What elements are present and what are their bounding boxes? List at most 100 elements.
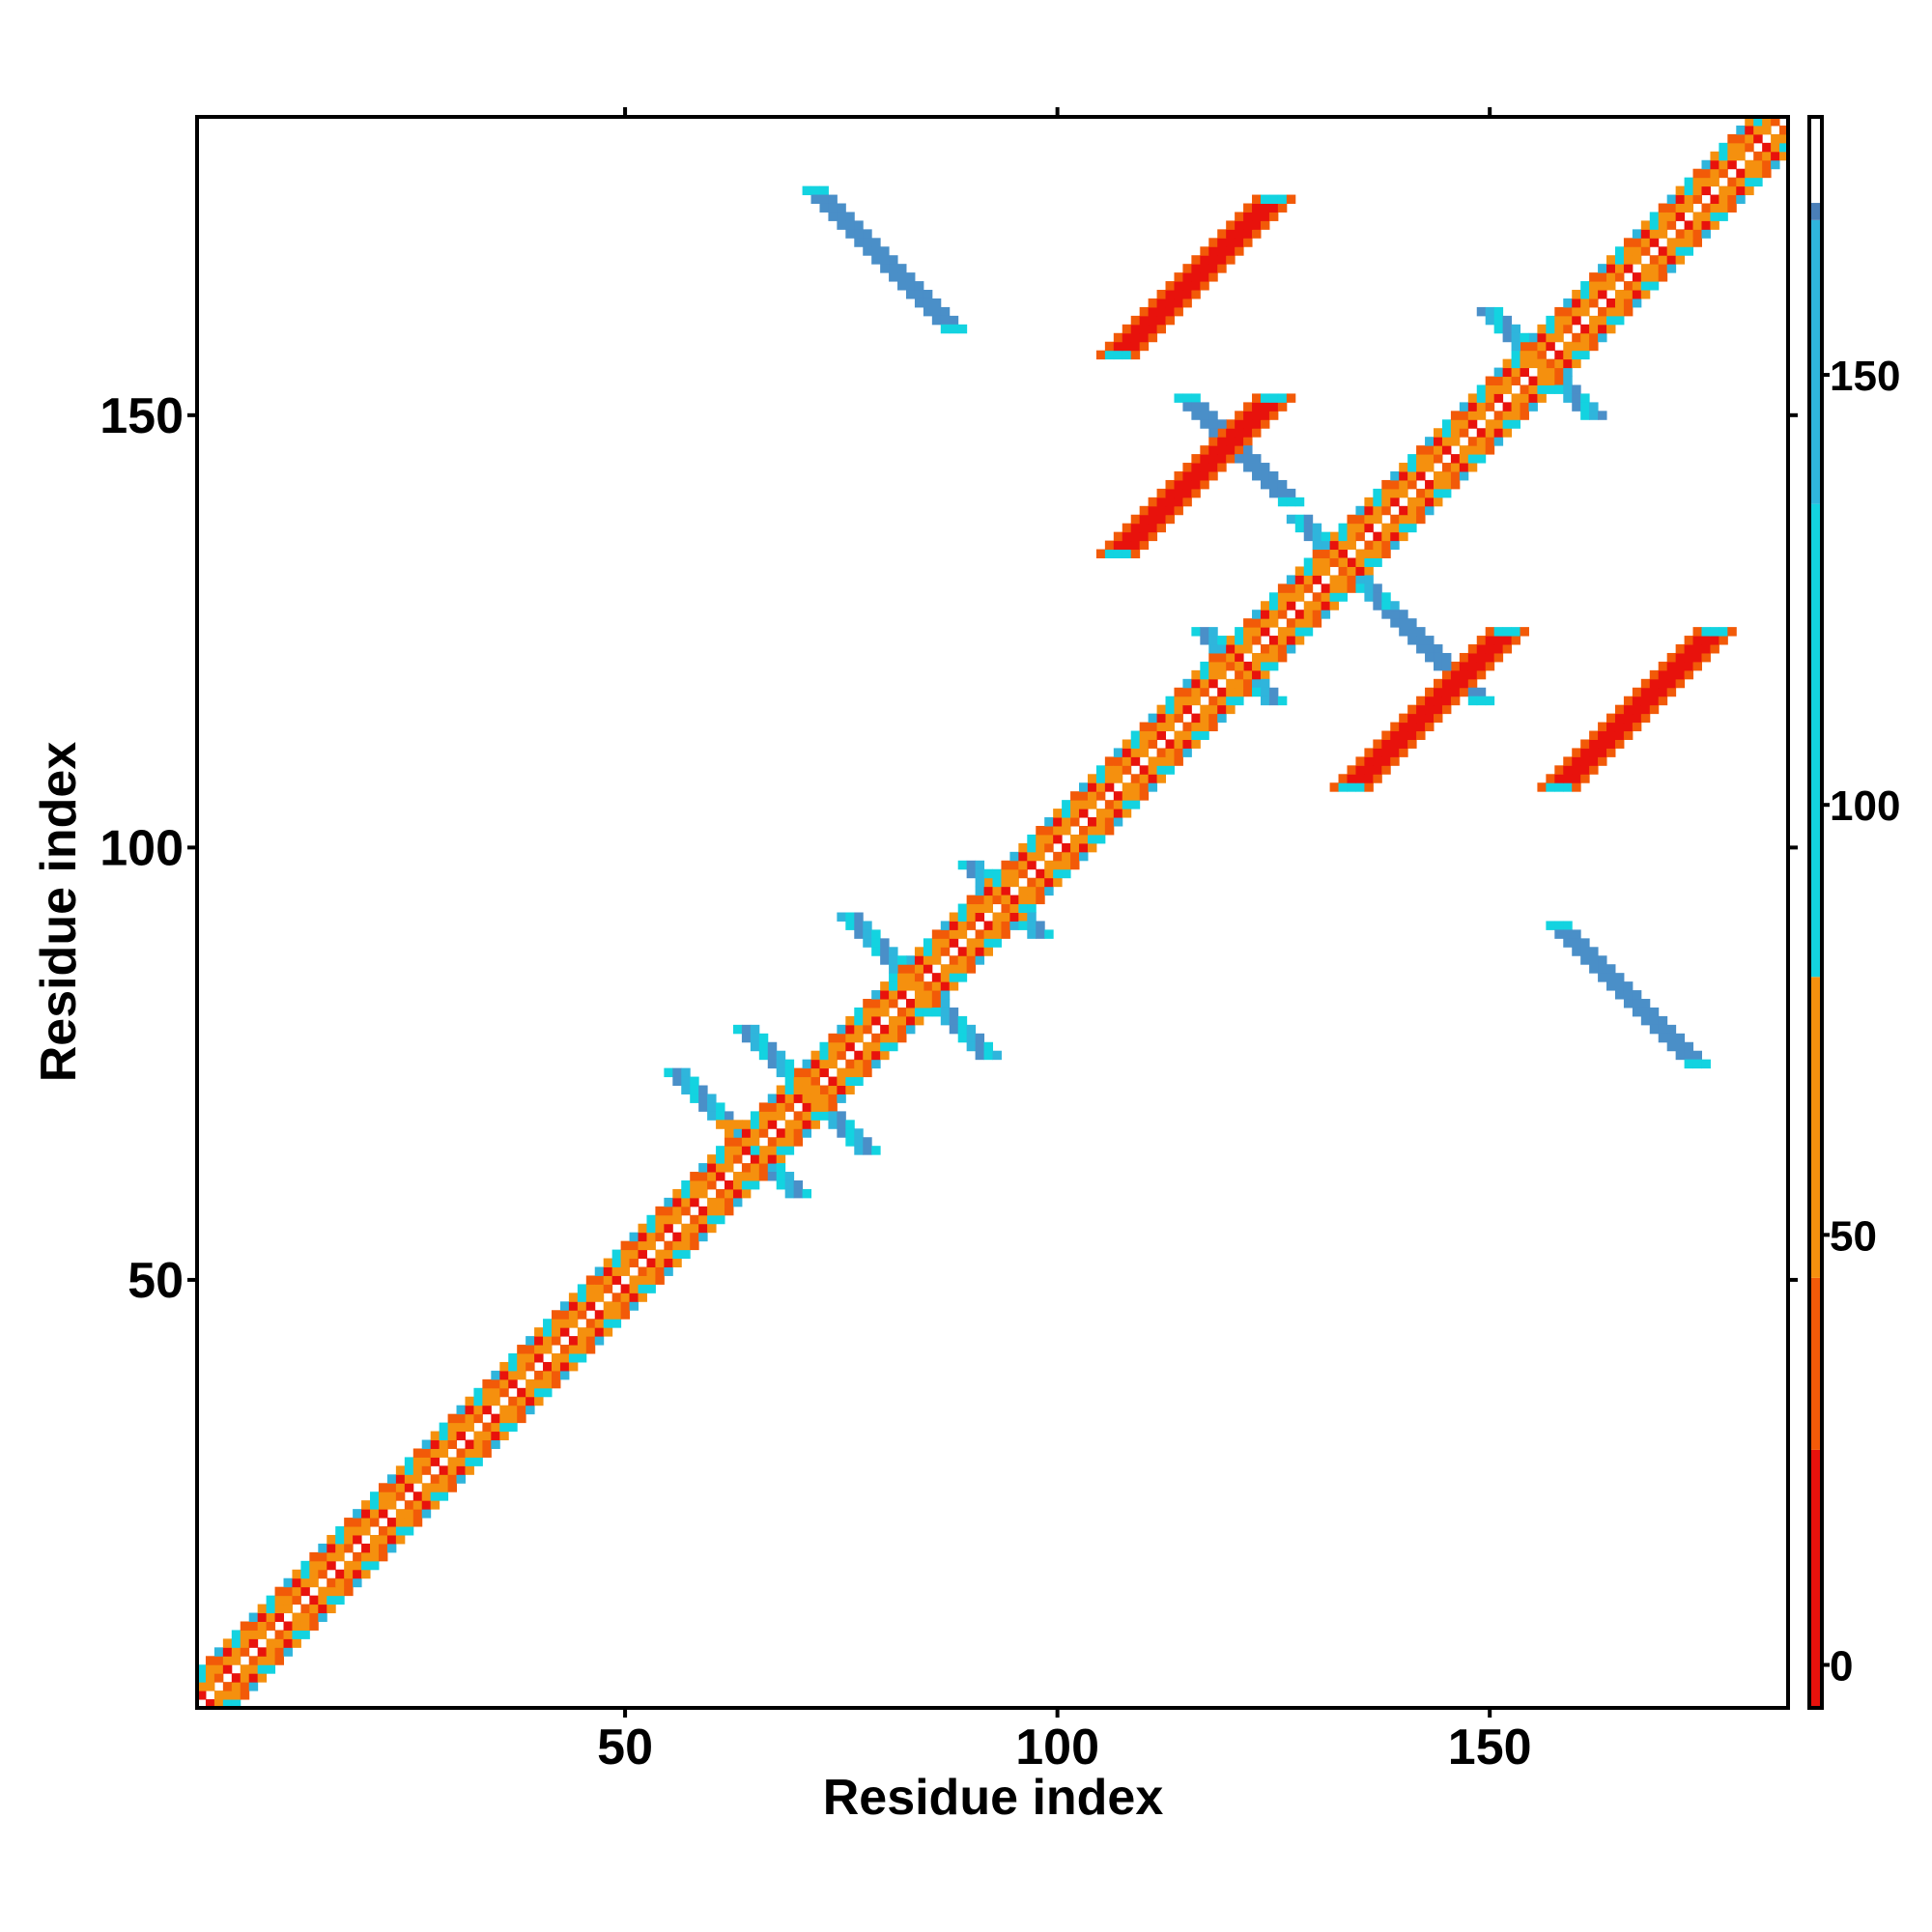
heatmap-cell — [1095, 791, 1106, 801]
heatmap-cell — [526, 1378, 535, 1389]
heatmap-cell — [1217, 264, 1227, 273]
heatmap-cell — [1174, 739, 1183, 749]
heatmap-cell — [611, 1275, 622, 1285]
heatmap-cell — [274, 1586, 285, 1597]
heatmap-cell — [1416, 454, 1426, 464]
heatmap-cell — [767, 1102, 778, 1112]
heatmap-cell — [327, 1595, 336, 1605]
heatmap-cell — [810, 1067, 820, 1078]
heatmap-cell — [1684, 246, 1694, 256]
heatmap-cell — [386, 1483, 397, 1492]
heatmap-cell — [620, 1284, 631, 1293]
heatmap-cell — [707, 1163, 717, 1173]
colorbar — [1807, 115, 1830, 1710]
heatmap-cell — [681, 1085, 691, 1094]
heatmap-cell — [1139, 782, 1150, 792]
heatmap-cell — [1459, 402, 1469, 412]
heatmap-cell — [1580, 411, 1590, 420]
heatmap-cell — [690, 1223, 699, 1234]
heatmap-cell — [1364, 505, 1374, 516]
heatmap-cell — [1235, 220, 1244, 230]
heatmap-cell — [353, 1577, 362, 1588]
heatmap-cell — [534, 1370, 544, 1380]
heatmap-cell — [473, 1431, 483, 1441]
heatmap-cell — [1485, 627, 1495, 637]
heatmap-cell — [1191, 627, 1201, 637]
heatmap-cell — [949, 324, 959, 334]
heatmap-cell — [526, 1387, 535, 1398]
heatmap-cell — [1675, 644, 1686, 654]
heatmap-cell — [1407, 739, 1417, 749]
heatmap-cell — [266, 1621, 276, 1631]
heatmap-cell — [1122, 549, 1132, 558]
heatmap-cell — [559, 1310, 570, 1320]
heatmap-cell — [1122, 809, 1132, 818]
heatmap-cell — [1666, 238, 1677, 247]
heatmap-cell — [1009, 921, 1019, 930]
heatmap-cell — [664, 1197, 673, 1208]
heatmap-cell — [1165, 739, 1175, 749]
heatmap-cell — [1485, 315, 1495, 326]
heatmap-cell — [664, 1223, 673, 1234]
heatmap-cell — [966, 955, 977, 965]
heatmap-cell — [1347, 583, 1356, 593]
heatmap-cell — [1226, 704, 1236, 715]
heatmap-cell — [1399, 531, 1408, 542]
heatmap-cell — [1165, 514, 1175, 525]
heatmap-cell — [1018, 895, 1028, 905]
heatmap-cell — [793, 1137, 804, 1147]
heatmap-cell — [1338, 531, 1348, 542]
heatmap-cell — [1606, 739, 1616, 749]
heatmap-cell — [1200, 722, 1209, 732]
heatmap-cell — [1268, 636, 1279, 645]
heatmap-cell — [992, 877, 1002, 888]
heatmap-cell — [940, 921, 951, 930]
colorbar-frame — [1807, 115, 1824, 1710]
heatmap-cell — [603, 1310, 613, 1320]
heatmap-cell — [386, 1526, 397, 1536]
heatmap-cell — [1719, 142, 1728, 153]
heatmap-cell — [1130, 756, 1141, 766]
heatmap-cell — [854, 921, 864, 930]
heatmap-cell — [646, 1214, 656, 1225]
heatmap-cell — [1148, 713, 1158, 724]
heatmap-cell — [1062, 825, 1071, 836]
heatmap-cell — [378, 1551, 388, 1562]
heatmap-cell — [1589, 298, 1599, 308]
heatmap-cell — [931, 1007, 942, 1017]
x-tick-labels: 50 100 150 — [597, 1719, 1531, 1776]
heatmap-cell — [1520, 402, 1529, 412]
heatmap-cell — [1554, 774, 1564, 783]
heatmap-cell — [845, 1137, 855, 1147]
heatmap-cell — [1493, 315, 1504, 326]
heatmap-cell — [1148, 756, 1158, 766]
heatmap-cell — [1580, 306, 1590, 317]
heatmap-cell — [1606, 722, 1616, 732]
heatmap-cell — [1666, 678, 1677, 689]
heatmap-cell — [1182, 479, 1192, 490]
heatmap-cell — [1148, 514, 1158, 525]
heatmap-cell — [370, 1551, 380, 1562]
heatmap-cell — [1727, 627, 1737, 637]
heatmap-cell — [1139, 765, 1150, 775]
heatmap-cell — [810, 1094, 820, 1103]
heatmap-cell — [1113, 791, 1123, 801]
heatmap-cell — [1580, 756, 1590, 766]
heatmap-cell — [1675, 255, 1686, 265]
heatmap-cell — [1200, 246, 1209, 256]
heatmap-cell — [1701, 177, 1711, 187]
heatmap-cell — [395, 1483, 406, 1492]
heatmap-cell — [638, 1275, 647, 1285]
heatmap-cell — [1416, 514, 1426, 525]
heatmap-cell — [1511, 332, 1521, 343]
heatmap-cell — [1623, 246, 1634, 256]
heatmap-cell — [776, 1111, 786, 1121]
heatmap-cell — [681, 1188, 691, 1199]
heatmap-cell — [638, 1293, 647, 1302]
heatmap-cell — [1079, 800, 1089, 810]
heatmap-cell — [1338, 782, 1348, 792]
heatmap-cell — [1640, 687, 1651, 697]
heatmap-cell — [1268, 402, 1279, 412]
heatmap-cell — [1727, 159, 1737, 170]
heatmap-cell — [1441, 470, 1452, 481]
